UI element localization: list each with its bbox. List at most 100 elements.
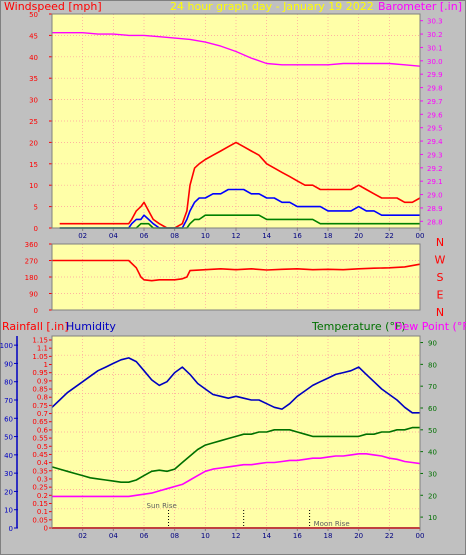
direction-tick-label: 180 [25, 274, 38, 282]
humidity-axis-title: Humidity [66, 320, 116, 333]
humidity-tick-label: 30 [4, 470, 13, 478]
rainfall-tick-label: 1.1 [37, 345, 48, 353]
rainfall-tick-label: 0.9 [37, 377, 48, 385]
rainfall-tick-label: 0.55 [32, 435, 48, 443]
dew-point-axis-title: Dew Point (°F) [394, 320, 466, 333]
humidity-tick-label: 60 [4, 415, 13, 423]
rainfall-tick-label: 0.05 [32, 516, 48, 524]
compass-label: W [435, 254, 446, 267]
x-tick-label: 04 [109, 232, 118, 240]
windspeed-tick-label: 15 [29, 161, 38, 169]
barometer-tick-label: 29.7 [427, 98, 443, 106]
temperature-tick-label: 10 [428, 514, 437, 522]
rainfall-tick-label: 0.7 [37, 410, 48, 418]
rainfall-tick-label: 0.25 [32, 484, 48, 492]
barometer-axis-ticks: 28.8 28.9 29.0 29.1 29.2 29.3 29.4 29.5 29.6 29.7… [420, 18, 443, 226]
windspeed-tick-label: 50 [29, 11, 38, 19]
astro-label: Sun Rise [147, 502, 177, 510]
rainfall-tick-label: 0.4 [37, 459, 49, 467]
rainfall-tick-label: 0.1 [37, 508, 48, 516]
humidity-tick-label: 0 [9, 525, 13, 533]
x-tick-label: 10 [201, 232, 210, 240]
windspeed-tick-label: 20 [29, 139, 38, 147]
rainfall-tick-label: 0.2 [37, 492, 48, 500]
rainfall-tick-label: 0 [44, 525, 48, 533]
x-tick-label: 14 [262, 532, 271, 540]
humidity-tick-label: 20 [4, 488, 13, 496]
wind-plot-border [51, 13, 421, 229]
astro-label: Moon Rise [314, 520, 350, 528]
direction-tick-label: 360 [25, 241, 38, 249]
temperature-tick-label: 80 [428, 361, 437, 369]
temperature-tick-label: 20 [428, 492, 437, 500]
windspeed-axis-ticks: 0 5 10 15 20 25 30 35 40 45 50 [29, 11, 52, 233]
series-dew-point [52, 452, 421, 498]
x-tick-label: 00 [416, 532, 425, 540]
direction-tick-label: 0 [34, 307, 38, 315]
humidity-plot-border [51, 335, 421, 529]
direction-plot-border [51, 243, 421, 311]
rainfall-axis-title: Rainfall [.in] [2, 320, 69, 333]
barometer-axis-title: Barometer [.in] [378, 0, 462, 13]
rainfall-tick-label: 1.15 [32, 337, 48, 345]
x-tick-label: 08 [170, 532, 179, 540]
x-tick-label: 06 [140, 532, 149, 540]
compass-label: N [436, 236, 444, 249]
barometer-tick-label: 29.1 [427, 178, 443, 186]
x-tick-label: 18 [324, 232, 333, 240]
rainfall-tick-label: 0.8 [37, 394, 48, 402]
x-tick-label: 12 [232, 232, 241, 240]
x-tick-label: 02 [78, 532, 87, 540]
windspeed-tick-label: 35 [29, 75, 38, 83]
x-tick-label: 20 [354, 232, 363, 240]
astro-annotations: Sun Rise Moon Rise [147, 502, 350, 528]
wind-barometer-panel: 0 5 10 15 20 25 30 35 40 45 50 28.8 28.9 29.0 29.1 29.… [29, 11, 443, 240]
temperature-tick-label: 90 [428, 340, 437, 348]
x-tick-label: 12 [232, 532, 241, 540]
rainfall-tick-label: 0.15 [32, 500, 48, 508]
x-tick-label: 08 [170, 232, 179, 240]
barometer-tick-label: 29.6 [427, 111, 443, 119]
humidity-tick-label: 50 [4, 434, 13, 442]
barometer-tick-label: 30.2 [427, 31, 443, 39]
rainfall-axis-ticks: 00.050.10.150.20.250.30.350.40.450.50.55… [32, 337, 52, 533]
temperature-tick-label: 30 [428, 470, 437, 478]
rainfall-tick-label: 0.5 [37, 443, 48, 451]
rainfall-tick-label: 0.45 [32, 451, 48, 459]
direction-tick-label: 270 [25, 258, 38, 266]
direction-series [52, 259, 421, 282]
direction-grid [52, 244, 420, 310]
windspeed-axis-title: Windspeed [mph] [4, 0, 102, 13]
rainfall-tick-label: 0.85 [32, 386, 48, 394]
windspeed-tick-label: 10 [29, 182, 38, 190]
windspeed-tick-label: 0 [34, 225, 38, 233]
barometer-tick-label: 30.0 [427, 58, 443, 66]
barometer-tick-label: 28.9 [427, 205, 443, 213]
windspeed-tick-label: 45 [29, 32, 38, 40]
barometer-tick-label: 29.2 [427, 165, 443, 173]
direction-axis-ticks: 0 90 180 270 360 [25, 241, 52, 315]
windspeed-tick-label: 5 [34, 204, 38, 212]
humidity-axis-ticks: 0 10 20 30 40 50 60 70 80 90 100 [0, 336, 18, 533]
windspeed-tick-label: 40 [29, 54, 38, 62]
humidity-tick-label: 100 [0, 342, 13, 350]
series-humidity [51, 357, 420, 414]
temperature-axis-title: Temperature (°F) [311, 320, 406, 333]
barometer-tick-label: 29.8 [427, 85, 443, 93]
series-wind-gust [59, 141, 421, 229]
x-tick-label: 16 [293, 532, 302, 540]
direction-tick-label: 90 [29, 291, 38, 299]
x-tick-label: 04 [109, 532, 118, 540]
humidity-tick-label: 40 [4, 452, 13, 460]
series-temperature [51, 426, 420, 484]
x-tick-label: 14 [262, 232, 271, 240]
humidity-time-axis-ticks: 02 04 06 08 10 12 14 16 18 20 22 00 [78, 528, 424, 540]
barometer-tick-label: 29.3 [427, 151, 443, 159]
rainfall-tick-label: 0.95 [32, 369, 48, 377]
x-tick-label: 18 [324, 532, 333, 540]
x-tick-label: 00 [416, 232, 425, 240]
wind-time-axis-ticks: 02 04 06 08 10 12 14 16 18 20 22 00 [78, 228, 424, 240]
